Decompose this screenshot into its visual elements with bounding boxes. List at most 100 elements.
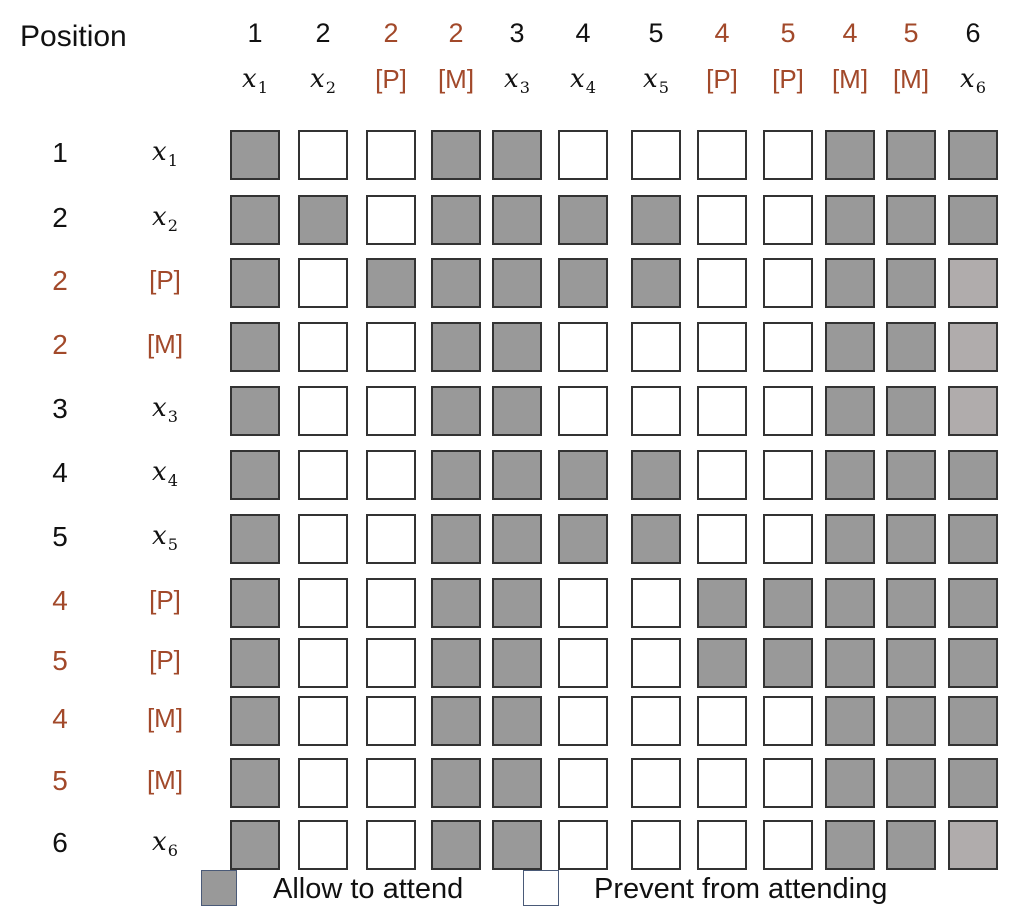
mask-cell-allow <box>431 450 481 500</box>
mask-cell-prevent <box>631 820 681 870</box>
variable-subscript: 3 <box>167 406 178 426</box>
variable-subscript: 3 <box>519 77 530 97</box>
mask-cell-allow <box>886 758 936 808</box>
mask-cell-prevent <box>763 758 813 808</box>
row-position-number: 6 <box>52 827 68 858</box>
mask-cell-prevent <box>763 322 813 372</box>
mask-cell-allow <box>431 514 481 564</box>
mask-cell-allow <box>825 514 875 564</box>
mask-cell-allow <box>631 514 681 564</box>
row-position-number: 2 <box>52 202 68 233</box>
mask-cell-allow <box>886 258 936 308</box>
mask-cell-allow <box>825 130 875 180</box>
mask-cell-allow <box>492 450 542 500</box>
mask-cell-allow <box>230 514 280 564</box>
row-position-number: 4 <box>52 585 68 616</box>
row-token-label: [M] <box>146 703 184 733</box>
variable-symbol: x <box>310 64 325 94</box>
mask-cell-allow <box>431 195 481 245</box>
mask-cell-prevent <box>697 258 747 308</box>
mask-cell-prevent <box>298 820 348 870</box>
legend-allow-swatch <box>201 870 237 906</box>
variable-symbol: x <box>570 64 585 94</box>
mask-cell-allow <box>230 820 280 870</box>
mask-cell-allow <box>431 578 481 628</box>
mask-cell-allow <box>825 696 875 746</box>
variable-symbol: x <box>152 202 167 232</box>
mask-cell-allow <box>492 696 542 746</box>
mask-cell-allow <box>492 758 542 808</box>
mask-cell-allow <box>948 450 998 500</box>
mask-cell-allow <box>948 758 998 808</box>
mask-cell-allow <box>948 578 998 628</box>
mask-cell-prevent <box>697 322 747 372</box>
mask-cell-prevent <box>697 130 747 180</box>
mask-cell-allow <box>825 578 875 628</box>
mask-cell-allow <box>558 450 608 500</box>
mask-cell-allow <box>948 820 998 870</box>
mask-cell-allow <box>886 386 936 436</box>
mask-cell-allow <box>558 195 608 245</box>
mask-cell-allow <box>230 758 280 808</box>
column-position-number: 4 <box>842 18 858 48</box>
mask-cell-allow <box>431 696 481 746</box>
mask-cell-prevent <box>298 130 348 180</box>
mask-cell-allow <box>431 820 481 870</box>
mask-cell-prevent <box>298 322 348 372</box>
mask-cell-prevent <box>697 514 747 564</box>
mask-cell-allow <box>886 130 936 180</box>
mask-cell-prevent <box>298 696 348 746</box>
mask-cell-allow <box>948 258 998 308</box>
column-token-label: [M] <box>437 64 475 94</box>
column-token-label: x2 <box>310 66 336 96</box>
mask-cell-prevent <box>366 820 416 870</box>
mask-cell-allow <box>948 696 998 746</box>
variable-subscript: 2 <box>325 77 336 97</box>
mask-cell-prevent <box>366 130 416 180</box>
mask-cell-prevent <box>763 820 813 870</box>
mask-cell-allow <box>948 514 998 564</box>
variable-symbol: x <box>152 521 167 551</box>
variable-subscript: 4 <box>167 470 178 490</box>
variable-subscript: 5 <box>167 534 178 554</box>
mask-cell-prevent <box>763 130 813 180</box>
mask-cell-allow <box>492 638 542 688</box>
position-axis-title: Position <box>20 20 127 53</box>
variable-subscript: 6 <box>975 77 986 97</box>
mask-cell-allow <box>631 258 681 308</box>
mask-cell-allow <box>631 195 681 245</box>
mask-cell-allow <box>886 696 936 746</box>
column-token-label: [P] <box>706 64 738 94</box>
legend-prevent-label: Prevent from attending <box>594 873 888 905</box>
mask-cell-prevent <box>558 638 608 688</box>
variable-subscript: 1 <box>167 150 178 170</box>
column-position-number: 2 <box>315 18 331 48</box>
column-token-label: [P] <box>375 64 407 94</box>
mask-cell-allow <box>230 386 280 436</box>
column-token-label: x3 <box>504 66 530 96</box>
row-position-number: 4 <box>52 457 68 488</box>
mask-cell-allow <box>825 758 875 808</box>
row-position-number: 4 <box>52 703 68 734</box>
mask-cell-prevent <box>558 758 608 808</box>
row-token-label: [M] <box>146 329 184 359</box>
mask-cell-allow <box>492 195 542 245</box>
mask-cell-allow <box>825 195 875 245</box>
column-position-number: 1 <box>247 18 263 48</box>
mask-cell-allow <box>492 386 542 436</box>
row-token-label: x2 <box>152 204 178 234</box>
mask-cell-allow <box>431 130 481 180</box>
mask-cell-allow <box>886 450 936 500</box>
mask-cell-allow <box>230 696 280 746</box>
row-position-number: 1 <box>52 137 68 168</box>
mask-cell-allow <box>230 130 280 180</box>
mask-cell-prevent <box>298 386 348 436</box>
mask-cell-prevent <box>366 578 416 628</box>
row-position-number: 5 <box>52 645 68 676</box>
mask-cell-allow <box>886 322 936 372</box>
mask-cell-allow <box>948 322 998 372</box>
mask-cell-allow <box>697 578 747 628</box>
column-token-label: [M] <box>892 64 930 94</box>
mask-cell-allow <box>948 195 998 245</box>
mask-cell-prevent <box>763 386 813 436</box>
